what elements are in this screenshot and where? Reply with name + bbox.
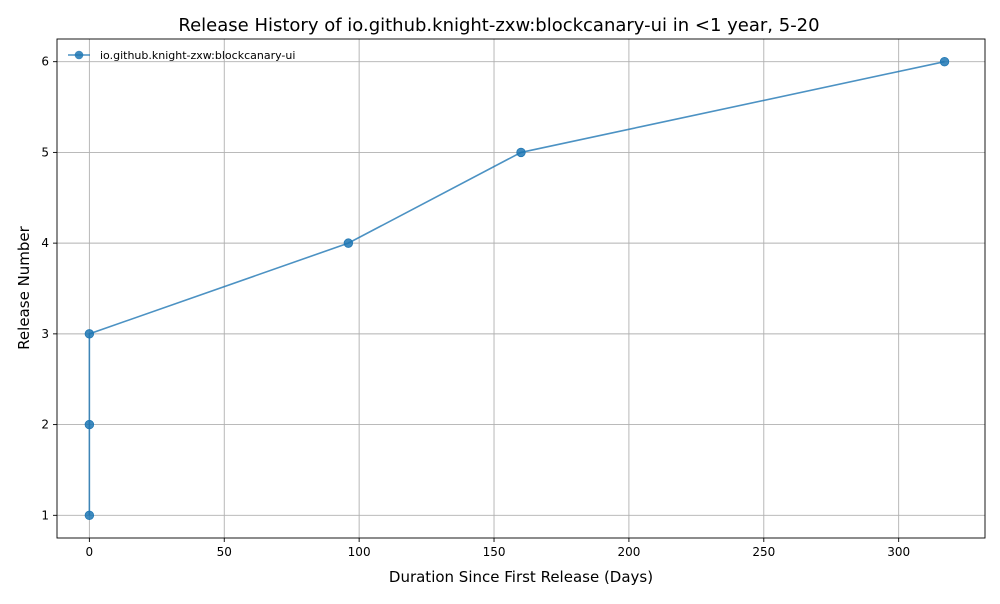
y-tick-label: 4 [41,236,49,250]
y-tick-label: 5 [41,145,49,159]
data-point [84,510,95,521]
y-tick-label: 2 [41,418,49,432]
legend-marker [74,50,84,60]
x-tick-label: 300 [887,545,910,559]
plot-area-frame [56,38,986,539]
x-tick-label: 150 [483,545,506,559]
data-point [343,238,354,248]
data-point [84,329,95,339]
grid [57,39,985,538]
y-tick-label: 3 [41,327,49,341]
y-axis-label: Release Number [15,225,33,349]
series-layer [84,56,950,521]
y-tick-label: 6 [41,55,49,69]
legend: io.github.knight-zxw:blockcanary-ui [68,49,295,62]
y-tick-label: 1 [41,508,49,522]
x-tick-label: 100 [348,545,371,559]
series-line [88,60,945,516]
x-tick-label: 250 [752,545,775,559]
x-tick-label: 0 [86,545,94,559]
x-axis-label: Duration Since First Release (Days) [389,568,653,586]
data-point [516,147,526,158]
axis-ticks: 0 50 100 150 200 250 300 1 2 3 4 5 6 [41,55,910,559]
data-point [84,419,95,430]
data-point [939,56,950,67]
x-tick-label: 50 [217,545,232,559]
x-tick-label: 200 [617,545,640,559]
chart-title: Release History of io.github.knight-zxw:… [178,15,819,36]
legend-label: io.github.knight-zxw:blockcanary-ui [100,49,295,62]
